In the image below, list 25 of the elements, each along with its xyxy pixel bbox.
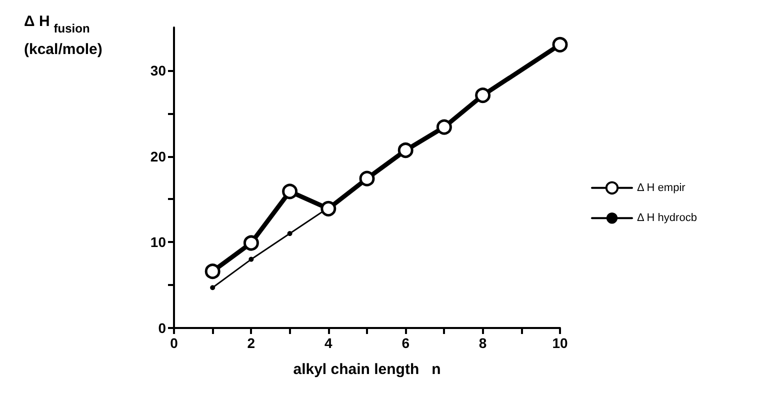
x-tick-label: 8	[478, 335, 487, 351]
x-tick-label: 10	[552, 335, 568, 351]
y-tick-label: 10	[150, 234, 166, 250]
point	[398, 142, 414, 158]
x-tick-label: 0	[170, 335, 178, 351]
x-tick-label: 6	[402, 335, 410, 351]
point	[436, 119, 452, 135]
x-tick-label: 4	[324, 335, 332, 351]
point	[320, 200, 336, 216]
x-axis-title: alkyl chain length n	[293, 361, 441, 378]
point	[475, 88, 491, 104]
point	[248, 256, 254, 262]
y-tick-label: 20	[150, 148, 166, 164]
point	[204, 264, 220, 280]
point	[243, 235, 259, 251]
legend-label: Δ H hydrocb	[637, 212, 697, 224]
y-tick-label: 30	[150, 62, 166, 78]
x-tick-label: 2	[247, 335, 256, 351]
legend-label: Δ H empir	[637, 182, 686, 194]
point	[287, 231, 292, 236]
y-tick-label: 0	[158, 320, 166, 336]
point	[552, 36, 568, 52]
point	[282, 184, 298, 200]
point	[210, 285, 216, 290]
point	[359, 170, 375, 186]
